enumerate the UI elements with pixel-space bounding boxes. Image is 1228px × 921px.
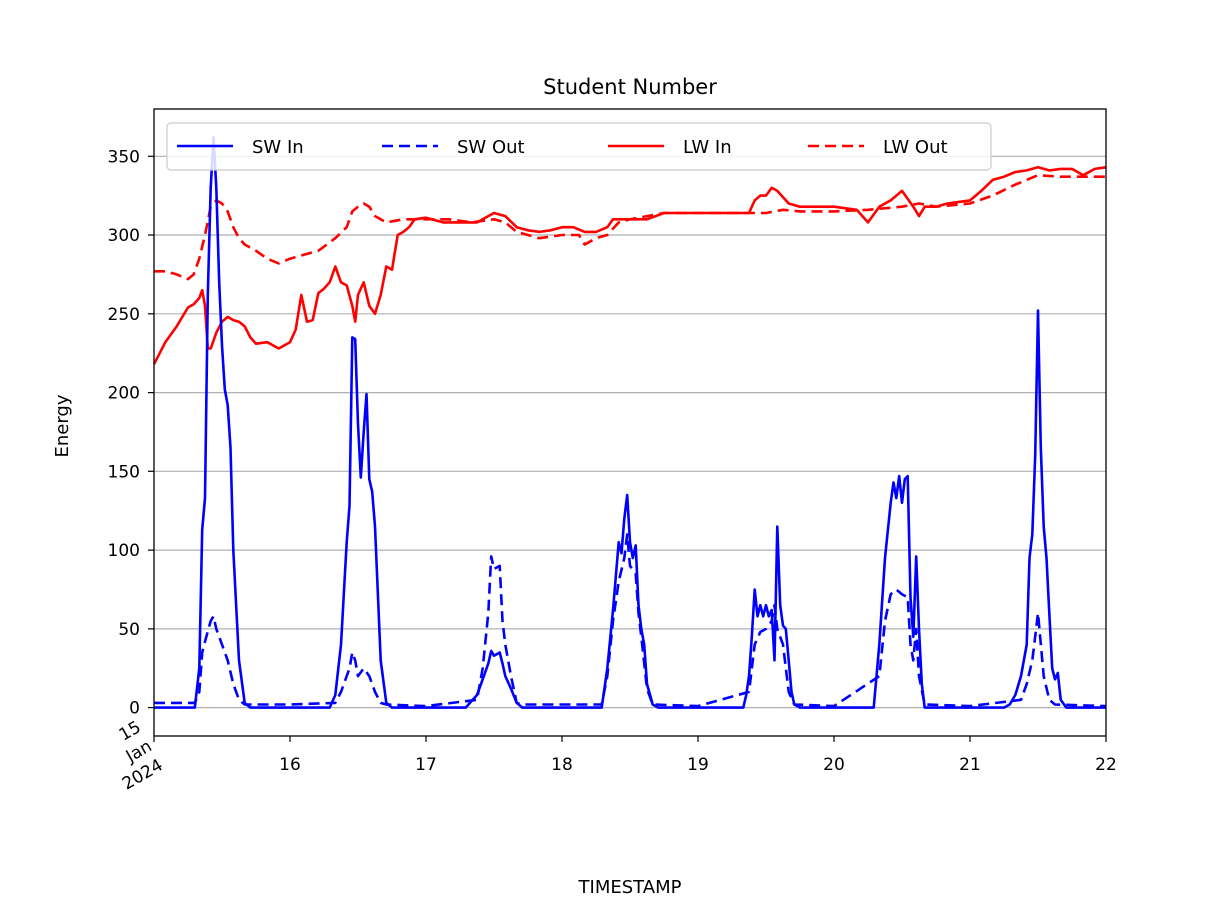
grid-lines	[154, 155, 1106, 709]
legend-label: SW Out	[457, 137, 525, 158]
y-tick-label: 300	[108, 226, 140, 246]
y-tick-label: 250	[108, 305, 140, 325]
x-tick-label: 18	[551, 755, 573, 775]
legend-label: SW In	[252, 137, 304, 158]
x-tick-label: 19	[687, 755, 709, 775]
y-tick-label: 350	[108, 147, 140, 167]
y-axis-ticks: 0 50 100 150 200 250 300 350	[108, 147, 154, 719]
series-line-sw-out	[154, 533, 1107, 708]
x-tick-label: 21	[959, 755, 981, 775]
legend-box	[166, 122, 992, 171]
plot-frame	[153, 108, 1107, 737]
series-line-lw-out	[154, 173, 1106, 281]
chart-title: Student Number	[543, 75, 717, 99]
x-tick-label: 16	[279, 755, 301, 775]
y-axis-title: Energy	[52, 394, 73, 457]
y-tick-label: 50	[118, 620, 140, 640]
legend: SW In SW Out LW In LW Out	[166, 122, 992, 171]
x-axis-ticks: 15Jan2024 16 17 18 19 20 21 22	[97, 717, 1117, 794]
x-tick-label: 15Jan2024	[97, 717, 166, 794]
y-tick-label: 150	[108, 462, 140, 482]
series-line-sw-in	[154, 136, 1106, 709]
x-axis-title: TIMESTAMP	[578, 877, 682, 898]
legend-label: LW Out	[883, 137, 948, 158]
series-lines	[152, 136, 1107, 709]
y-tick-label: 200	[108, 384, 140, 404]
x-tick-label: 17	[415, 755, 437, 775]
x-tick-label: 22	[1095, 755, 1117, 775]
x-tick-label: 20	[823, 755, 845, 775]
y-tick-label: 0	[129, 699, 140, 719]
y-tick-label: 100	[108, 541, 140, 561]
legend-label: LW In	[683, 137, 732, 158]
series-line-lw-in	[152, 166, 1107, 365]
